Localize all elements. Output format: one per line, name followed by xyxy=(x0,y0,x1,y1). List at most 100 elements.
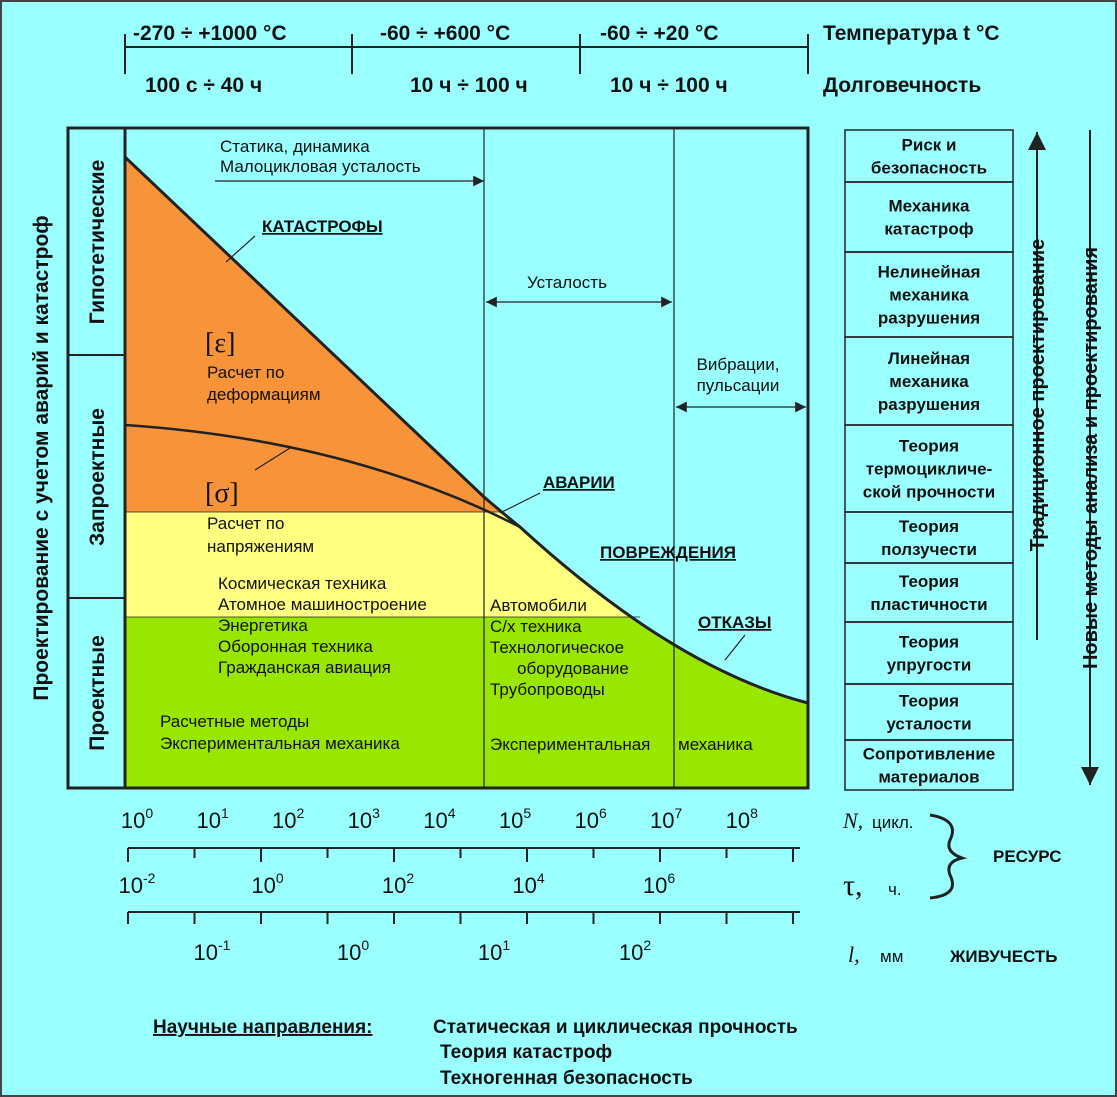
label: Автомобили xyxy=(490,596,587,615)
box-line: Теория xyxy=(899,572,959,591)
label: Трубопроводы xyxy=(490,680,605,699)
axis-unit: мм xyxy=(880,947,903,966)
box xyxy=(844,739,1014,791)
resource: РЕСУРС xyxy=(993,847,1062,866)
tick-label: 100 xyxy=(121,805,153,833)
tick-label: 102 xyxy=(382,870,414,898)
durability-range: 10 ч ÷ 100 ч xyxy=(610,74,728,97)
label: Усталость xyxy=(527,273,607,292)
tick-exp: 2 xyxy=(406,870,414,886)
label: ПОВРЕЖДЕНИЯ xyxy=(600,543,736,562)
tick-label: 104 xyxy=(423,805,455,833)
box-line: термоцикличе- xyxy=(866,460,993,479)
tick-label: 108 xyxy=(726,805,758,833)
tick-base: 10 xyxy=(348,808,372,833)
label: Космическая техника xyxy=(218,574,387,593)
tick-label: 106 xyxy=(643,870,675,898)
tick-exp: 0 xyxy=(145,805,153,821)
tick-exp: 5 xyxy=(523,805,531,821)
label: Расчет по xyxy=(207,363,284,382)
tick-exp: -2 xyxy=(143,870,156,886)
box xyxy=(844,181,1014,253)
box-line: катастроф xyxy=(884,220,973,239)
label: Экспериментальная механика xyxy=(160,734,400,753)
axis-symbol: τ, xyxy=(843,869,863,902)
frame xyxy=(66,34,1099,913)
tick-label: 103 xyxy=(348,805,380,833)
ticks xyxy=(127,848,794,924)
box-line: безопасность xyxy=(871,159,987,178)
axis-unit: ч. xyxy=(888,880,902,899)
tick-base: 10 xyxy=(121,808,145,833)
tick-label: 104 xyxy=(512,870,544,898)
tick-label: 101 xyxy=(196,805,228,833)
tick-base: 10 xyxy=(337,940,361,965)
label: [ε] xyxy=(205,328,235,359)
axis-symbol: l, xyxy=(848,942,860,967)
tick-exp: 0 xyxy=(361,937,369,953)
tick-base: 10 xyxy=(512,873,536,898)
tick-base: 10 xyxy=(619,940,643,965)
tick-base: 10 xyxy=(423,808,447,833)
box-line: материалов xyxy=(878,768,979,787)
label: КАТАСТРОФЫ xyxy=(262,217,383,236)
axis-symbol: N, xyxy=(842,808,863,833)
zone-orange xyxy=(125,157,808,512)
temp-range: -270 ÷ +1000 °C xyxy=(133,22,287,45)
tick-exp: 2 xyxy=(297,805,305,821)
tick-label: 102 xyxy=(272,805,304,833)
tick-exp: 1 xyxy=(221,805,229,821)
tick-label: 10-1 xyxy=(194,937,231,965)
survivability: ЖИВУЧЕСТЬ xyxy=(949,947,1058,966)
label: Технологическое xyxy=(490,638,624,657)
footer-item: Теория катастроф xyxy=(440,1042,612,1063)
box-line: Теория xyxy=(899,437,959,456)
label: деформациям xyxy=(207,385,321,404)
tick-base: 10 xyxy=(499,808,523,833)
zones xyxy=(125,157,808,788)
level: Гипотетические xyxy=(86,160,109,325)
axis-unit: цикл. xyxy=(872,813,914,832)
box-line: ской прочности xyxy=(863,483,995,502)
tick-exp: -1 xyxy=(218,937,231,953)
footer-label: Научные направления: xyxy=(153,1017,373,1038)
tick-exp: 8 xyxy=(750,805,758,821)
box-line: Теория xyxy=(899,517,959,536)
tick-exp: 6 xyxy=(599,805,607,821)
tick-base: 10 xyxy=(196,808,220,833)
tick-base: 10 xyxy=(251,873,275,898)
box-line: разрушения xyxy=(878,395,980,414)
label: Энергетика xyxy=(218,616,308,635)
level: Запроектные xyxy=(86,408,109,546)
label: Вибрации, xyxy=(697,355,780,374)
tick-base: 10 xyxy=(478,940,502,965)
box-line: упругости xyxy=(887,656,972,675)
vertical-label: Традиционное проектирование xyxy=(1027,239,1049,551)
tick-label: 102 xyxy=(619,937,651,965)
box-line: пластичности xyxy=(870,595,987,614)
label: Атомное машиностроение xyxy=(218,595,427,614)
tick-base: 10 xyxy=(643,873,667,898)
box-line: механика xyxy=(889,286,969,305)
box-line: разрушения xyxy=(878,309,980,328)
tick-exp: 4 xyxy=(537,870,545,886)
box-line: Линейная xyxy=(888,349,970,368)
tick-label: 101 xyxy=(478,937,510,965)
durability-label: Долговечность xyxy=(823,74,981,97)
temp-range: -60 ÷ +20 °C xyxy=(600,22,719,45)
tick-label: 106 xyxy=(574,805,606,833)
box-line: механика xyxy=(889,372,969,391)
box-line: Теория xyxy=(899,692,959,711)
tick-base: 10 xyxy=(194,940,218,965)
temp-label: Температура t °C xyxy=(823,22,1000,45)
box-line: Теория xyxy=(899,633,959,652)
tick-label: 10-2 xyxy=(119,870,156,898)
label: механика xyxy=(678,735,753,754)
label: С/х техника xyxy=(490,617,582,636)
durability-range: 10 ч ÷ 100 ч xyxy=(410,74,528,97)
tick-base: 10 xyxy=(650,808,674,833)
durability-range: 100 с ÷ 40 ч xyxy=(145,74,262,97)
box-line: Механика xyxy=(889,197,971,216)
